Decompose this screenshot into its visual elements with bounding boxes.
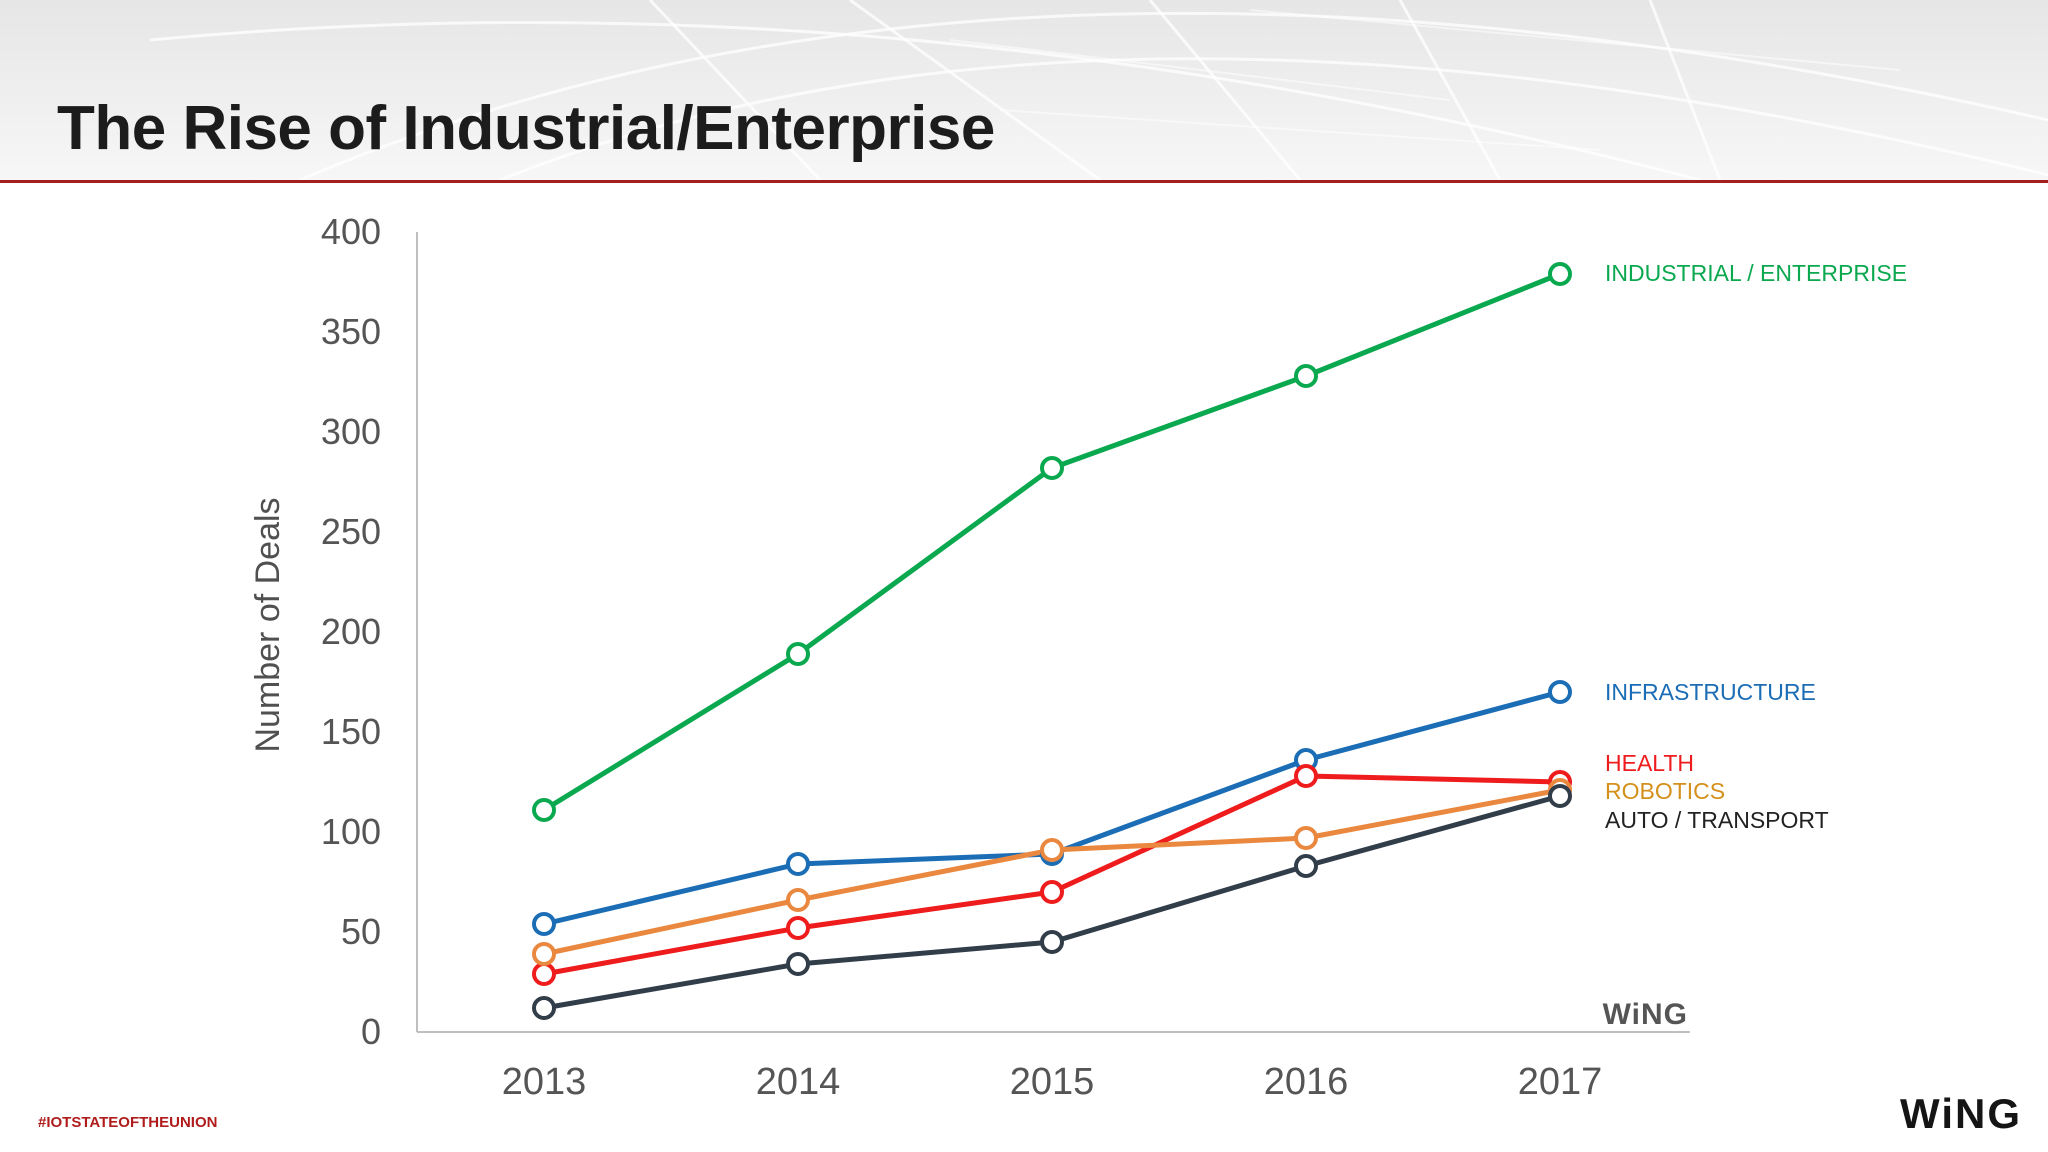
data-point-industrial-enterprise xyxy=(1294,364,1318,388)
data-point-industrial-enterprise xyxy=(1548,262,1572,286)
chart-watermark: WiNG xyxy=(1603,998,1688,1031)
series-label-health: HEALTH xyxy=(1605,750,1694,776)
x-tick-labels: 2013 2014 2015 2016 2017 xyxy=(502,1061,1603,1103)
data-point-infrastructure xyxy=(1548,680,1572,704)
data-point-industrial-enterprise xyxy=(532,798,556,822)
y-tick-label: 300 xyxy=(321,411,381,452)
data-point-infrastructure xyxy=(786,852,810,876)
y-tick-label: 50 xyxy=(341,911,381,952)
y-axis-label: Number of Deals xyxy=(249,497,287,752)
y-tick-label: 250 xyxy=(321,511,381,552)
data-point-robotics xyxy=(532,942,556,966)
brand-logo: WiNG xyxy=(1900,1090,2022,1137)
data-point-infrastructure xyxy=(532,912,556,936)
x-tick-label: 2015 xyxy=(1010,1061,1095,1103)
data-point-auto-transport xyxy=(1548,784,1572,808)
y-tick-label: 400 xyxy=(321,211,381,252)
hashtag-footer: #IOTSTATEOFTHEUNION xyxy=(38,1114,218,1131)
data-point-robotics xyxy=(786,888,810,912)
series-label-industrial-enterprise: INDUSTRIAL / ENTERPRISE xyxy=(1605,260,1907,286)
data-point-robotics xyxy=(1040,838,1064,862)
series-labels: INDUSTRIAL / ENTERPRISE INFRASTRUCTURE HEA… xyxy=(1605,260,1907,833)
data-point-industrial-enterprise xyxy=(786,642,810,666)
chart-axes xyxy=(416,232,1690,1033)
x-tick-label: 2017 xyxy=(1518,1061,1603,1103)
data-point-health xyxy=(786,916,810,940)
x-tick-label: 2016 xyxy=(1264,1061,1349,1103)
y-tick-label: 350 xyxy=(321,311,381,352)
x-tick-label: 2014 xyxy=(756,1061,841,1103)
data-point-auto-transport xyxy=(1040,930,1064,954)
header-background xyxy=(0,0,2048,180)
slide-title: The Rise of Industrial/Enterprise xyxy=(57,94,995,163)
series-line-robotics xyxy=(541,787,1563,957)
x-tick-label: 2013 xyxy=(502,1061,587,1103)
header-pattern xyxy=(149,0,2048,180)
series-label-robotics: ROBOTICS xyxy=(1605,778,1725,804)
data-point-auto-transport xyxy=(532,996,556,1020)
data-point-auto-transport xyxy=(786,952,810,976)
data-point-health xyxy=(1040,880,1064,904)
title-divider xyxy=(0,180,2048,183)
data-point-health xyxy=(532,962,556,986)
data-point-health xyxy=(1294,764,1318,788)
y-tick-label: 200 xyxy=(321,611,381,652)
y-tick-label: 100 xyxy=(321,811,381,852)
y-tick-label: 150 xyxy=(321,711,381,752)
data-point-industrial-enterprise xyxy=(1040,456,1064,480)
y-tick-label: 0 xyxy=(361,1011,381,1052)
data-point-robotics xyxy=(1294,826,1318,850)
series-line-industrial-enterprise xyxy=(541,271,1563,813)
series-label-infrastructure: INFRASTRUCTURE xyxy=(1605,679,1816,705)
data-point-auto-transport xyxy=(1294,854,1318,878)
y-tick-labels: 0 50 100 150 200 250 300 350 400 xyxy=(321,211,381,1052)
series-label-auto-transport: AUTO / TRANSPORT xyxy=(1605,807,1829,833)
series-points xyxy=(532,262,1572,1020)
